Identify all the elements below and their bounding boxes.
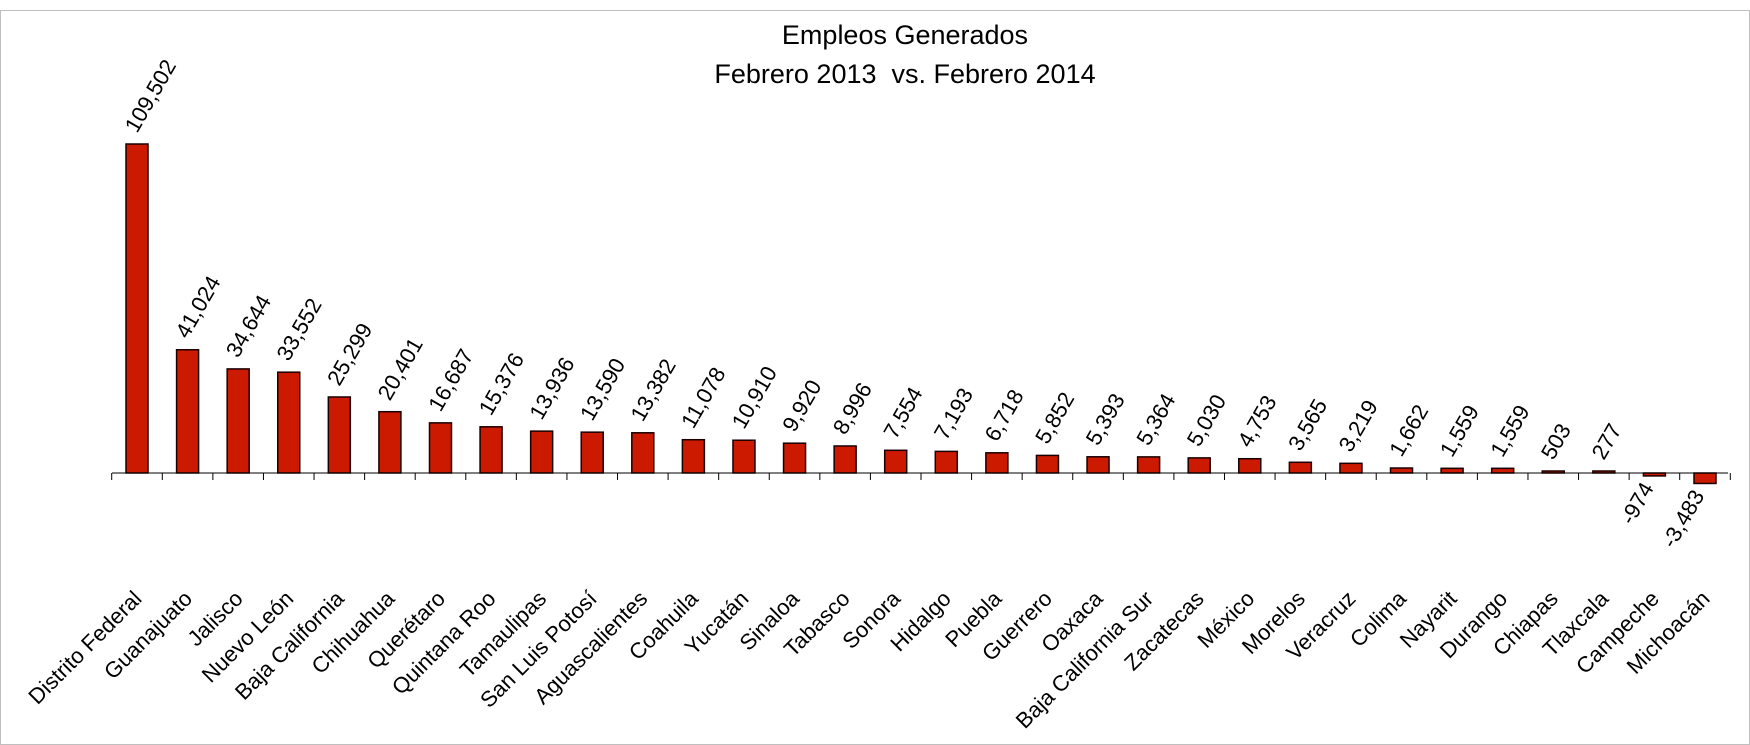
chart-title: Empleos Generados <box>782 20 1028 50</box>
bar <box>327 396 352 474</box>
bar <box>428 422 453 474</box>
bars-layer <box>125 143 1717 485</box>
bar <box>985 452 1009 474</box>
bar <box>833 445 857 474</box>
bar <box>1238 457 1262 474</box>
bar <box>1035 454 1060 474</box>
bar <box>378 410 402 474</box>
bar <box>175 348 200 474</box>
bar <box>1187 457 1211 474</box>
bar <box>934 450 959 474</box>
bar <box>1440 467 1464 474</box>
bar <box>1389 467 1414 474</box>
bar <box>1086 456 1110 474</box>
bar <box>1490 467 1515 474</box>
bar <box>276 371 301 474</box>
bar <box>479 426 503 474</box>
axis-layer <box>111 472 1731 480</box>
bar <box>631 432 655 474</box>
bar <box>883 449 908 474</box>
bar <box>1693 472 1717 485</box>
bar <box>681 438 706 474</box>
chart-subtitle: Febrero 2013 vs. Febrero 2014 <box>714 59 1095 89</box>
bar <box>732 439 756 474</box>
bar <box>580 431 604 474</box>
bar <box>1288 461 1313 474</box>
bar <box>782 442 807 474</box>
bar <box>1339 462 1363 474</box>
bar <box>125 143 149 474</box>
bar <box>529 430 554 474</box>
bar <box>1136 456 1161 474</box>
bar <box>226 368 250 474</box>
